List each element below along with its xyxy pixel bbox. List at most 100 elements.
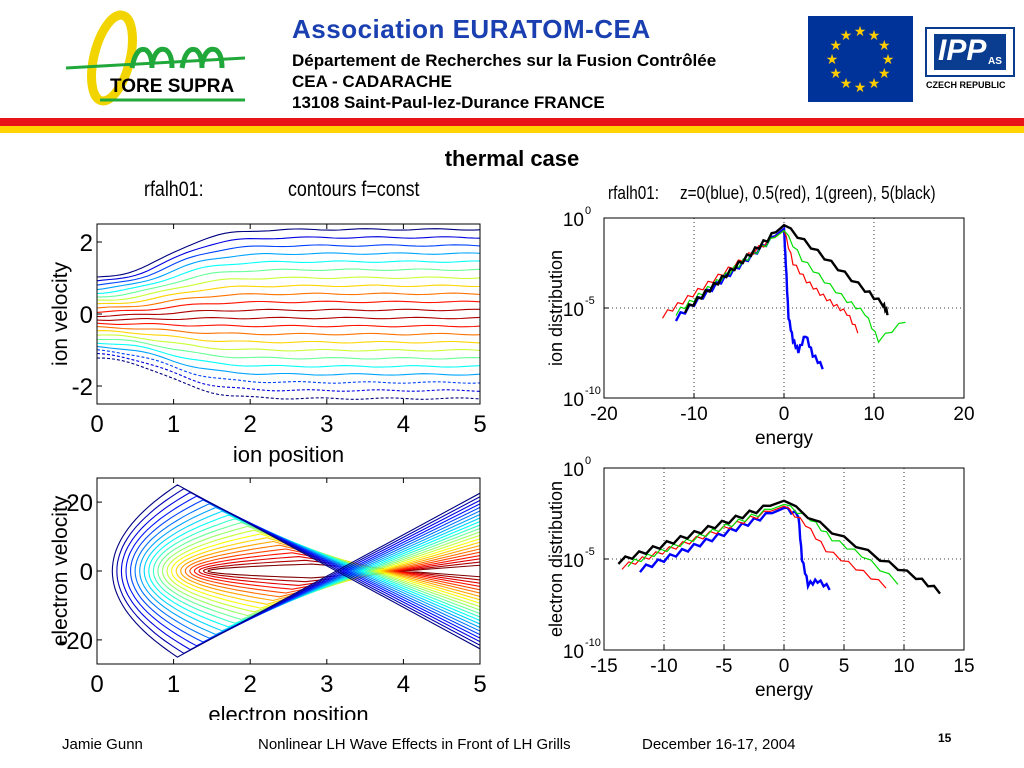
ion-contour-line bbox=[97, 342, 480, 368]
y-axis-label: electron velocity bbox=[49, 495, 72, 646]
electron-contour-line bbox=[111, 484, 480, 658]
eu-star-icon: ★ bbox=[840, 27, 853, 43]
distribution-series-line bbox=[627, 503, 899, 585]
y-axis-label: ion distribution bbox=[546, 250, 566, 366]
electron-contour-line bbox=[180, 540, 480, 602]
ion-contour-line bbox=[97, 330, 480, 344]
electron-contour-line bbox=[157, 522, 480, 620]
ion-contour-line bbox=[97, 308, 480, 318]
x-tick-label: 5 bbox=[839, 656, 850, 677]
x-tick-label: 4 bbox=[397, 411, 410, 438]
ion-contour-line bbox=[97, 284, 480, 305]
ion-contour-line bbox=[97, 349, 480, 384]
x-tick-label: 1 bbox=[167, 671, 180, 698]
distribution-series-line bbox=[683, 223, 889, 316]
y-tick-exponent: -10 bbox=[585, 385, 601, 397]
x-tick-label: -5 bbox=[716, 656, 733, 677]
electron-contour-line bbox=[202, 559, 480, 583]
x-tick-label: 20 bbox=[953, 404, 974, 425]
header-stripe-red bbox=[0, 118, 1024, 126]
electron-contour-line bbox=[152, 518, 480, 624]
y-tick-label: 2 bbox=[80, 230, 93, 257]
x-tick-label: 0 bbox=[779, 404, 790, 425]
electron-contour-line bbox=[130, 499, 480, 643]
electron-contour-line bbox=[198, 556, 480, 586]
header-line-3: 13108 Saint-Paul-lez-Durance FRANCE bbox=[292, 93, 605, 112]
electron-contour-line bbox=[120, 491, 480, 651]
eu-star-icon: ★ bbox=[829, 65, 842, 81]
x-tick-label: -20 bbox=[590, 404, 617, 425]
ion-contour-line bbox=[97, 338, 480, 360]
eu-star-icon: ★ bbox=[826, 51, 839, 67]
electron-contour-line bbox=[207, 563, 480, 579]
x-tick-label: 4 bbox=[397, 671, 410, 698]
ion-dist-title-right: z=0(blue), 0.5(red), 1(green), 5(black) bbox=[680, 183, 936, 203]
eu-star-icon: ★ bbox=[854, 23, 867, 39]
y-tick-label: 20 bbox=[66, 490, 93, 517]
y-tick-exponent: -10 bbox=[585, 637, 601, 649]
x-axis-label: electron position bbox=[208, 702, 368, 720]
x-tick-label: 2 bbox=[244, 671, 257, 698]
footer-talk: Nonlinear LH Wave Effects in Front of LH… bbox=[258, 736, 571, 753]
x-tick-label: 3 bbox=[320, 411, 333, 438]
distribution-series-line bbox=[621, 505, 887, 589]
electron-contour-line bbox=[193, 552, 480, 590]
distribution-series-line bbox=[639, 506, 831, 591]
ion-contour-title-right: contours f=const bbox=[288, 178, 420, 201]
y-tick-exponent: -5 bbox=[585, 546, 595, 558]
y-tick-label: 10 bbox=[563, 390, 584, 411]
x-axis-label: energy bbox=[755, 680, 814, 701]
header-stripe-yellow bbox=[0, 126, 1024, 133]
1-plot-frame bbox=[96, 477, 481, 665]
x-tick-label: 0 bbox=[90, 411, 103, 438]
ion-contour-line bbox=[97, 316, 480, 321]
eu-star-icon: ★ bbox=[868, 27, 881, 43]
y-tick-label: 0 bbox=[80, 559, 93, 586]
ion-contour-line bbox=[97, 300, 480, 313]
ipp-logo-icon bbox=[925, 27, 1015, 77]
footer-page-number: 15 bbox=[938, 731, 952, 745]
distribution-series-line bbox=[617, 499, 941, 595]
electron-contour-line bbox=[175, 537, 480, 605]
ion-contour-line bbox=[97, 322, 480, 328]
y-tick-label: 10 bbox=[563, 210, 584, 231]
electron-contour-line bbox=[184, 544, 480, 598]
ion-contour-line bbox=[97, 228, 480, 278]
ion-contour-line bbox=[97, 260, 480, 295]
x-tick-label: -15 bbox=[590, 656, 617, 677]
eu-star-icon: ★ bbox=[878, 65, 891, 81]
ipp-logo: IPP AS CZECH REPUBLIC bbox=[924, 26, 1016, 96]
x-tick-label: 5 bbox=[473, 411, 486, 438]
electron-contour-line bbox=[189, 548, 480, 594]
eu-flag-icon: ★ ★ ★ ★ ★ ★ ★ ★ ★ ★ ★ ★ bbox=[808, 16, 913, 102]
x-tick-label: 0 bbox=[779, 656, 790, 677]
x-tick-label: 10 bbox=[893, 656, 914, 677]
ion-contour-line bbox=[97, 357, 480, 400]
tore-supra-logo: TORE SUPRA bbox=[60, 6, 270, 110]
y-tick-label: 10 bbox=[563, 300, 584, 321]
eu-star-icon: ★ bbox=[829, 37, 842, 53]
eu-star-icon: ★ bbox=[878, 37, 891, 53]
y-tick-label: 10 bbox=[563, 460, 584, 481]
y-tick-label: 10 bbox=[563, 642, 584, 663]
y-tick-exponent: 0 bbox=[585, 205, 591, 217]
x-tick-label: 2 bbox=[244, 411, 257, 438]
electron-contour-line bbox=[116, 488, 480, 654]
footer-date: December 16-17, 2004 bbox=[642, 736, 796, 753]
x-tick-label: -10 bbox=[650, 656, 677, 677]
electron-contour-line bbox=[143, 510, 480, 632]
ion-contour-line bbox=[97, 345, 480, 376]
electron-contour-line bbox=[171, 533, 480, 609]
ion-contour-line bbox=[97, 292, 480, 309]
footer-author: Jamie Gunn bbox=[62, 736, 143, 753]
ion-contour-line bbox=[97, 276, 480, 301]
ion-contour-line bbox=[97, 352, 480, 392]
x-tick-label: 10 bbox=[863, 404, 884, 425]
x-tick-label: 0 bbox=[90, 671, 103, 698]
ion-contour-line bbox=[97, 334, 480, 352]
electron-contour-line bbox=[166, 529, 480, 613]
slide-title: thermal case bbox=[444, 146, 580, 171]
ion-dist-title-left: rfalh01: bbox=[608, 183, 660, 203]
